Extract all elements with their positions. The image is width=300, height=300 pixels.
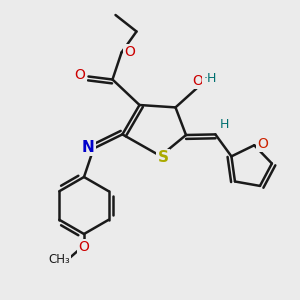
Text: O: O: [193, 74, 203, 88]
Text: O: O: [124, 46, 135, 59]
Text: CH₃: CH₃: [48, 253, 70, 266]
Text: S: S: [158, 150, 168, 165]
Text: O: O: [75, 68, 86, 82]
Text: O: O: [79, 240, 89, 254]
Text: N: N: [82, 140, 94, 154]
Text: H: H: [220, 118, 229, 131]
Text: O: O: [257, 137, 268, 151]
Text: ·H: ·H: [203, 72, 217, 86]
